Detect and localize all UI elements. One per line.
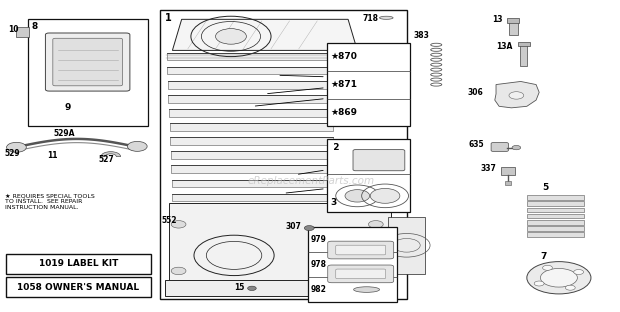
Circle shape bbox=[512, 145, 521, 150]
Polygon shape bbox=[172, 19, 357, 51]
Circle shape bbox=[368, 221, 383, 228]
Text: 8: 8 bbox=[32, 22, 38, 32]
FancyBboxPatch shape bbox=[528, 226, 584, 231]
Polygon shape bbox=[388, 217, 425, 274]
Text: 529A: 529A bbox=[54, 129, 75, 138]
Polygon shape bbox=[169, 109, 333, 117]
Polygon shape bbox=[167, 67, 333, 74]
Polygon shape bbox=[170, 123, 333, 131]
Text: 337: 337 bbox=[480, 164, 497, 173]
Ellipse shape bbox=[353, 287, 379, 292]
Polygon shape bbox=[172, 194, 333, 202]
Circle shape bbox=[171, 221, 186, 228]
Text: 7: 7 bbox=[541, 252, 547, 261]
Text: 635: 635 bbox=[469, 140, 484, 149]
Text: 2: 2 bbox=[331, 143, 339, 152]
Text: 529: 529 bbox=[4, 149, 20, 158]
Circle shape bbox=[534, 281, 544, 286]
Text: 307: 307 bbox=[285, 222, 301, 231]
Text: 718: 718 bbox=[362, 14, 378, 23]
Text: 10: 10 bbox=[8, 25, 19, 34]
FancyBboxPatch shape bbox=[45, 33, 130, 91]
Text: ★ REQUIRES SPECIAL TOOLS
TO INSTALL.  SEE REPAIR
INSTRUCTION MANUAL.: ★ REQUIRES SPECIAL TOOLS TO INSTALL. SEE… bbox=[5, 193, 94, 210]
FancyBboxPatch shape bbox=[528, 220, 584, 225]
FancyBboxPatch shape bbox=[6, 254, 151, 274]
Circle shape bbox=[527, 261, 591, 294]
Text: 1058 OWNER'S MANUAL: 1058 OWNER'S MANUAL bbox=[17, 283, 140, 292]
FancyBboxPatch shape bbox=[17, 27, 29, 37]
FancyBboxPatch shape bbox=[6, 277, 151, 297]
Circle shape bbox=[345, 190, 370, 202]
FancyBboxPatch shape bbox=[507, 18, 520, 23]
Polygon shape bbox=[171, 165, 333, 173]
Polygon shape bbox=[170, 137, 333, 145]
Circle shape bbox=[171, 267, 186, 275]
FancyBboxPatch shape bbox=[353, 149, 405, 171]
Text: 3: 3 bbox=[331, 198, 337, 207]
Text: 552: 552 bbox=[162, 216, 177, 225]
Text: 978: 978 bbox=[311, 260, 327, 269]
Circle shape bbox=[368, 267, 383, 275]
Text: 15: 15 bbox=[234, 283, 244, 292]
FancyBboxPatch shape bbox=[528, 214, 584, 218]
Text: 1019 LABEL KIT: 1019 LABEL KIT bbox=[38, 260, 118, 268]
Text: 11: 11 bbox=[47, 152, 58, 160]
Text: 5: 5 bbox=[542, 183, 549, 192]
FancyBboxPatch shape bbox=[518, 42, 530, 46]
Polygon shape bbox=[169, 95, 333, 103]
Circle shape bbox=[509, 92, 524, 99]
Circle shape bbox=[565, 285, 575, 290]
Text: 527: 527 bbox=[99, 154, 114, 163]
Text: 9: 9 bbox=[64, 103, 71, 112]
Text: ★869: ★869 bbox=[331, 108, 358, 117]
Polygon shape bbox=[167, 52, 333, 60]
Circle shape bbox=[541, 268, 577, 287]
Text: 13A: 13A bbox=[496, 42, 512, 51]
FancyBboxPatch shape bbox=[328, 241, 394, 259]
Text: ★870: ★870 bbox=[331, 52, 358, 61]
Circle shape bbox=[7, 142, 26, 152]
Polygon shape bbox=[172, 180, 333, 187]
FancyBboxPatch shape bbox=[327, 43, 410, 126]
Text: 1: 1 bbox=[165, 13, 172, 23]
Text: 979: 979 bbox=[311, 235, 326, 244]
FancyBboxPatch shape bbox=[165, 280, 396, 296]
FancyBboxPatch shape bbox=[528, 207, 584, 212]
Text: ★871: ★871 bbox=[331, 80, 358, 89]
FancyBboxPatch shape bbox=[336, 245, 386, 255]
Polygon shape bbox=[170, 151, 333, 159]
Circle shape bbox=[304, 226, 314, 231]
FancyBboxPatch shape bbox=[501, 167, 515, 175]
FancyBboxPatch shape bbox=[505, 181, 511, 185]
FancyBboxPatch shape bbox=[509, 21, 518, 35]
FancyBboxPatch shape bbox=[327, 139, 410, 212]
FancyBboxPatch shape bbox=[27, 19, 148, 126]
FancyBboxPatch shape bbox=[53, 38, 123, 86]
Polygon shape bbox=[168, 81, 333, 89]
Text: 383: 383 bbox=[414, 31, 429, 40]
FancyBboxPatch shape bbox=[328, 265, 394, 283]
FancyBboxPatch shape bbox=[491, 143, 508, 151]
Text: 982: 982 bbox=[311, 285, 326, 294]
Text: 306: 306 bbox=[467, 88, 483, 97]
FancyBboxPatch shape bbox=[308, 227, 397, 302]
Text: 13: 13 bbox=[492, 15, 502, 24]
Ellipse shape bbox=[379, 16, 393, 19]
FancyBboxPatch shape bbox=[528, 232, 584, 237]
Wedge shape bbox=[101, 152, 121, 157]
Circle shape bbox=[247, 286, 256, 290]
FancyBboxPatch shape bbox=[169, 202, 391, 288]
FancyBboxPatch shape bbox=[336, 269, 386, 279]
Polygon shape bbox=[495, 81, 539, 108]
FancyBboxPatch shape bbox=[160, 10, 407, 299]
FancyBboxPatch shape bbox=[528, 201, 584, 206]
FancyBboxPatch shape bbox=[528, 195, 584, 200]
Circle shape bbox=[370, 188, 400, 203]
Circle shape bbox=[128, 141, 147, 151]
Circle shape bbox=[574, 270, 583, 275]
Circle shape bbox=[216, 29, 246, 44]
Circle shape bbox=[542, 265, 552, 270]
FancyBboxPatch shape bbox=[520, 45, 528, 66]
Text: eReplacementParts.com: eReplacementParts.com bbox=[247, 176, 374, 186]
